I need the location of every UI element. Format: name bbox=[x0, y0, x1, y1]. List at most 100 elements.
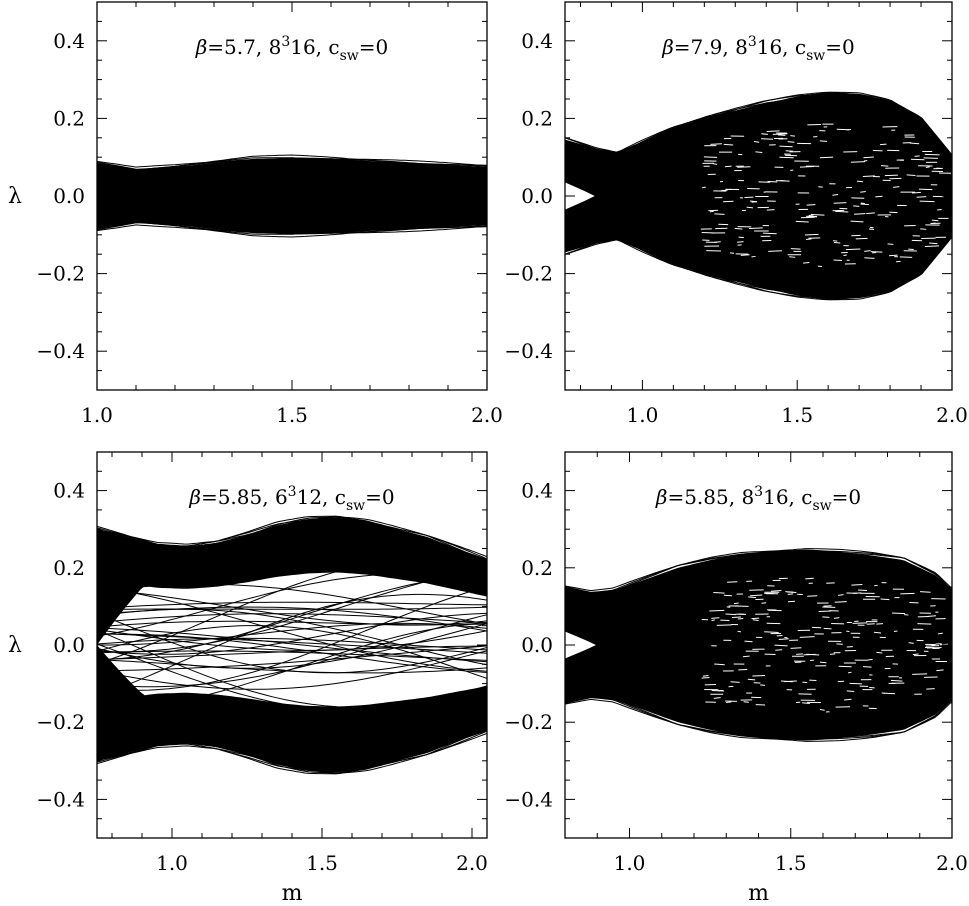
x-tick-label: 2.0 bbox=[936, 403, 968, 427]
flow-gap-mark bbox=[774, 644, 788, 647]
panel-top-left: 0.4 0.2 0.0 −0.2 −0.4 1.0 1.5 2.0 λ β=5.7, 8316, … bbox=[8, 1, 503, 427]
flow-gap-mark bbox=[850, 220, 864, 223]
eigenvalue-flow-line bbox=[97, 632, 487, 654]
flow-gap-mark bbox=[740, 254, 750, 256]
y-tick-label: 0.4 bbox=[521, 479, 553, 503]
y-tick-label: 0.4 bbox=[53, 479, 85, 503]
flow-gap-mark bbox=[890, 679, 903, 682]
flow-gap-mark bbox=[924, 245, 940, 247]
flow-gap-mark bbox=[766, 130, 780, 132]
flow-gap-mark bbox=[748, 596, 757, 599]
eigenvalue-flow-line bbox=[97, 585, 487, 672]
flow-gap-mark bbox=[764, 592, 779, 595]
flow-gap-mark bbox=[834, 601, 847, 603]
y-tick-label: 0.0 bbox=[53, 184, 85, 208]
flow-gap-mark bbox=[724, 165, 732, 168]
eigenvalue-flow-line bbox=[97, 612, 487, 674]
flow-gap-mark bbox=[801, 216, 815, 219]
flow-gap-mark bbox=[848, 671, 852, 674]
x-tick-label: 2.0 bbox=[936, 851, 968, 875]
flow-gap-mark bbox=[863, 666, 872, 668]
plot-area bbox=[97, 515, 487, 775]
flow-gap-mark bbox=[937, 208, 942, 211]
eigenvalue-flow-lower bbox=[97, 726, 487, 770]
flow-gap-mark bbox=[909, 142, 920, 145]
panel-title: β=7.9, 8316, csw=0 bbox=[661, 34, 855, 64]
flow-gap-mark bbox=[804, 233, 819, 236]
flow-gap-mark bbox=[936, 669, 944, 672]
flow-gap-mark bbox=[726, 701, 732, 703]
y-tick-label: −0.2 bbox=[36, 710, 85, 734]
eigenvalue-flow-upper bbox=[565, 94, 952, 157]
flow-gap-mark bbox=[720, 189, 728, 192]
flow-gap-mark bbox=[843, 254, 847, 257]
flow-gap-mark bbox=[761, 133, 768, 135]
eigenvalue-flow-upper bbox=[97, 157, 487, 168]
flow-gap-mark bbox=[737, 241, 744, 243]
flow-gap-mark bbox=[858, 589, 867, 592]
eigenvalue-flow-line bbox=[97, 645, 487, 661]
flow-gap-mark bbox=[866, 212, 875, 215]
flow-gap-mark bbox=[772, 133, 788, 135]
panel-title: β=5.7, 8316, csw=0 bbox=[195, 34, 389, 64]
plot-area bbox=[565, 548, 952, 742]
flow-gap-mark bbox=[818, 610, 832, 613]
y-tick-label: 0.0 bbox=[53, 633, 85, 657]
flow-gap-mark bbox=[734, 227, 743, 230]
flow-gap-mark bbox=[790, 647, 802, 649]
x-tick-label: 1.0 bbox=[81, 403, 113, 427]
flow-gap-mark bbox=[883, 692, 896, 695]
eigenvalue-flow-line bbox=[97, 614, 487, 688]
eigenvalue-flow-lower bbox=[97, 224, 487, 235]
flow-gap-mark bbox=[906, 174, 916, 176]
flow-gap-mark bbox=[918, 188, 933, 191]
y-tick-label: −0.4 bbox=[36, 339, 85, 363]
eigenvalue-flow-line bbox=[97, 629, 487, 708]
flow-gap-mark bbox=[889, 254, 898, 257]
flow-gap-mark bbox=[713, 697, 721, 699]
flow-gap-mark bbox=[753, 141, 760, 143]
flow-gap-mark bbox=[784, 680, 797, 683]
eigenvalue-flow-line bbox=[97, 645, 487, 672]
flow-gap-mark bbox=[823, 627, 832, 630]
y-tick-label: 0.2 bbox=[521, 556, 553, 580]
eigenvalue-flow-upper bbox=[565, 548, 952, 592]
flow-gap-mark bbox=[784, 154, 798, 157]
eigenvalue-flow-line bbox=[97, 650, 487, 661]
y-tick-label: 0.4 bbox=[53, 29, 85, 53]
flow-gap-mark bbox=[860, 191, 866, 193]
crossing-line bbox=[565, 195, 597, 213]
flow-gap-mark bbox=[856, 180, 864, 183]
eigenvalue-flow-line bbox=[97, 601, 487, 609]
plot-area bbox=[97, 154, 487, 238]
x-tick-label: 2.0 bbox=[456, 851, 488, 875]
flow-gap-mark bbox=[713, 592, 725, 594]
flow-gap-mark bbox=[853, 205, 860, 207]
flow-gap-mark bbox=[875, 195, 883, 198]
eigenvalue-flow-line bbox=[97, 623, 487, 669]
flow-gap-mark bbox=[778, 638, 789, 640]
flow-gap-mark bbox=[737, 630, 742, 633]
flow-gap-mark bbox=[725, 613, 736, 616]
flow-gap-mark bbox=[912, 191, 921, 194]
flow-gap-mark bbox=[846, 690, 855, 693]
eigenvalue-flow-line bbox=[97, 627, 487, 663]
eigenvalue-flow-line bbox=[97, 573, 487, 637]
eigenvalue-flow-lower bbox=[565, 696, 952, 741]
eigenvalue-flow-upper bbox=[565, 91, 952, 157]
flow-gap-mark bbox=[799, 636, 815, 638]
eigenvalue-band bbox=[565, 550, 952, 740]
flow-gap-mark bbox=[833, 202, 847, 204]
flow-gap-mark bbox=[862, 175, 875, 177]
flow-gap-mark bbox=[701, 677, 710, 679]
flow-gap-mark bbox=[926, 688, 935, 690]
eigenvalue-flow-lower bbox=[565, 698, 952, 742]
flow-gap-mark bbox=[761, 602, 767, 604]
y-tick-label: 0.2 bbox=[53, 556, 85, 580]
x-tick-label: 1.0 bbox=[614, 851, 646, 875]
flow-gap-mark bbox=[850, 161, 866, 163]
eigenvalue-gap bbox=[565, 182, 596, 210]
flow-gap-mark bbox=[833, 617, 840, 619]
flow-gap-mark bbox=[763, 232, 777, 235]
